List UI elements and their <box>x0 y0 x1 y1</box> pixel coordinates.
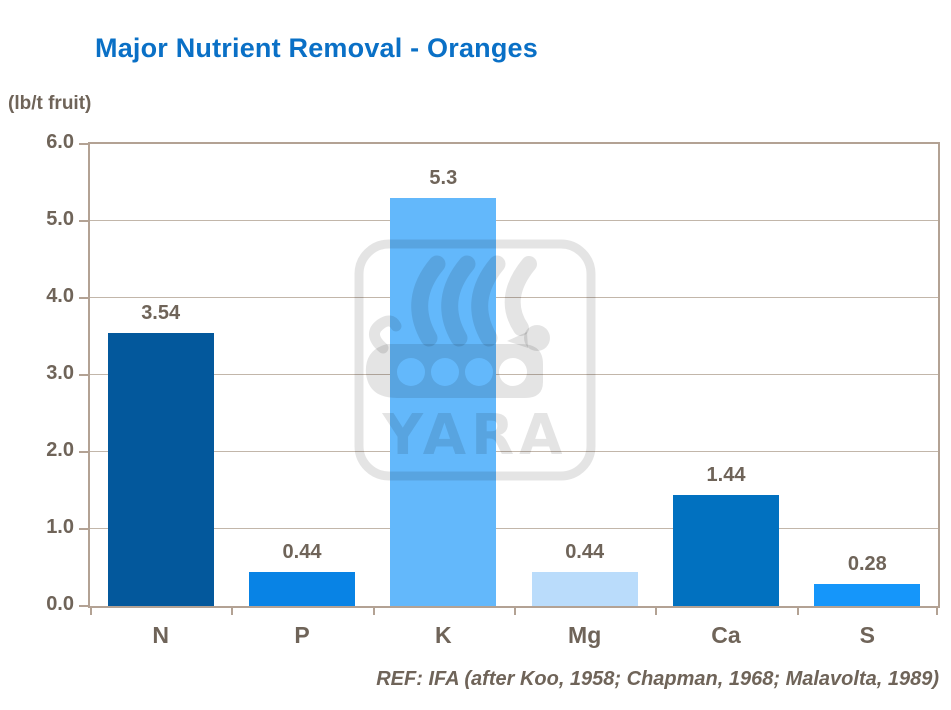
ship-prow-neck <box>504 256 537 336</box>
xtick-mark-5 <box>796 608 799 615</box>
ytick-label-2.0: 2.0 <box>46 439 74 461</box>
xtick-mark-3 <box>514 608 516 615</box>
gridline-3.0 <box>90 374 938 375</box>
gridline-5.0 <box>90 220 938 221</box>
bar-K <box>390 197 497 606</box>
ytick-mark-3.0 <box>79 374 88 376</box>
bar-N <box>107 333 214 606</box>
xcat-label-Mg: Mg <box>568 622 602 648</box>
xcat-label-N: N <box>152 622 169 648</box>
y-axis-unit-label: (lb/t fruit) <box>8 93 92 114</box>
ytick-label-3.0: 3.0 <box>46 362 74 384</box>
bar-value-Mg: 0.44 <box>565 541 605 564</box>
xcat-label-K: K <box>435 622 452 648</box>
ytick-mark-6.0 <box>79 143 88 145</box>
xcat-label-Ca: Ca <box>711 622 741 648</box>
ytick-label-5.0: 5.0 <box>46 208 74 230</box>
gridline-1.0 <box>90 528 938 529</box>
xtick-mark-1 <box>231 608 234 615</box>
ship-dragon-head <box>524 325 550 351</box>
ytick-mark-1.0 <box>79 528 88 530</box>
xcat-label-S: S <box>859 622 875 648</box>
bar-value-N: 3.54 <box>141 302 181 325</box>
xtick-mark-6 <box>936 608 938 615</box>
plot-area: 3.540.445.30.441.440.28 YARA <box>88 142 940 608</box>
ytick-label-4.0: 4.0 <box>46 285 74 307</box>
bar-Mg <box>531 572 638 606</box>
gridline-2.0 <box>90 451 938 452</box>
bar-value-Ca: 1.44 <box>706 464 746 487</box>
bar-Ca <box>673 495 779 606</box>
gridline-4.0 <box>90 297 938 298</box>
ytick-label-1.0: 1.0 <box>46 516 74 538</box>
bar-S <box>814 584 921 606</box>
ytick-mark-0.0 <box>79 605 88 607</box>
bar-value-P: 0.44 <box>282 541 322 564</box>
bar-value-K: 5.3 <box>429 166 458 189</box>
chart-title: Major Nutrient Removal - Oranges <box>95 33 538 63</box>
reference-text: REF: IFA (after Koo, 1958; Chapman, 1968… <box>376 668 939 690</box>
xcat-label-P: P <box>294 622 310 648</box>
ytick-label-6.0: 6.0 <box>46 131 74 153</box>
xtick-mark-0 <box>90 608 92 615</box>
ytick-label-0.0: 0.0 <box>46 593 74 615</box>
ytick-mark-4.0 <box>79 297 88 299</box>
ytick-mark-5.0 <box>79 220 88 222</box>
bar-value-S: 0.28 <box>847 553 887 576</box>
xtick-mark-2 <box>372 608 375 615</box>
bar-P <box>249 572 355 606</box>
ytick-mark-2.0 <box>79 451 88 453</box>
xtick-mark-4 <box>655 608 658 615</box>
ship-dragon-beak <box>507 332 528 348</box>
